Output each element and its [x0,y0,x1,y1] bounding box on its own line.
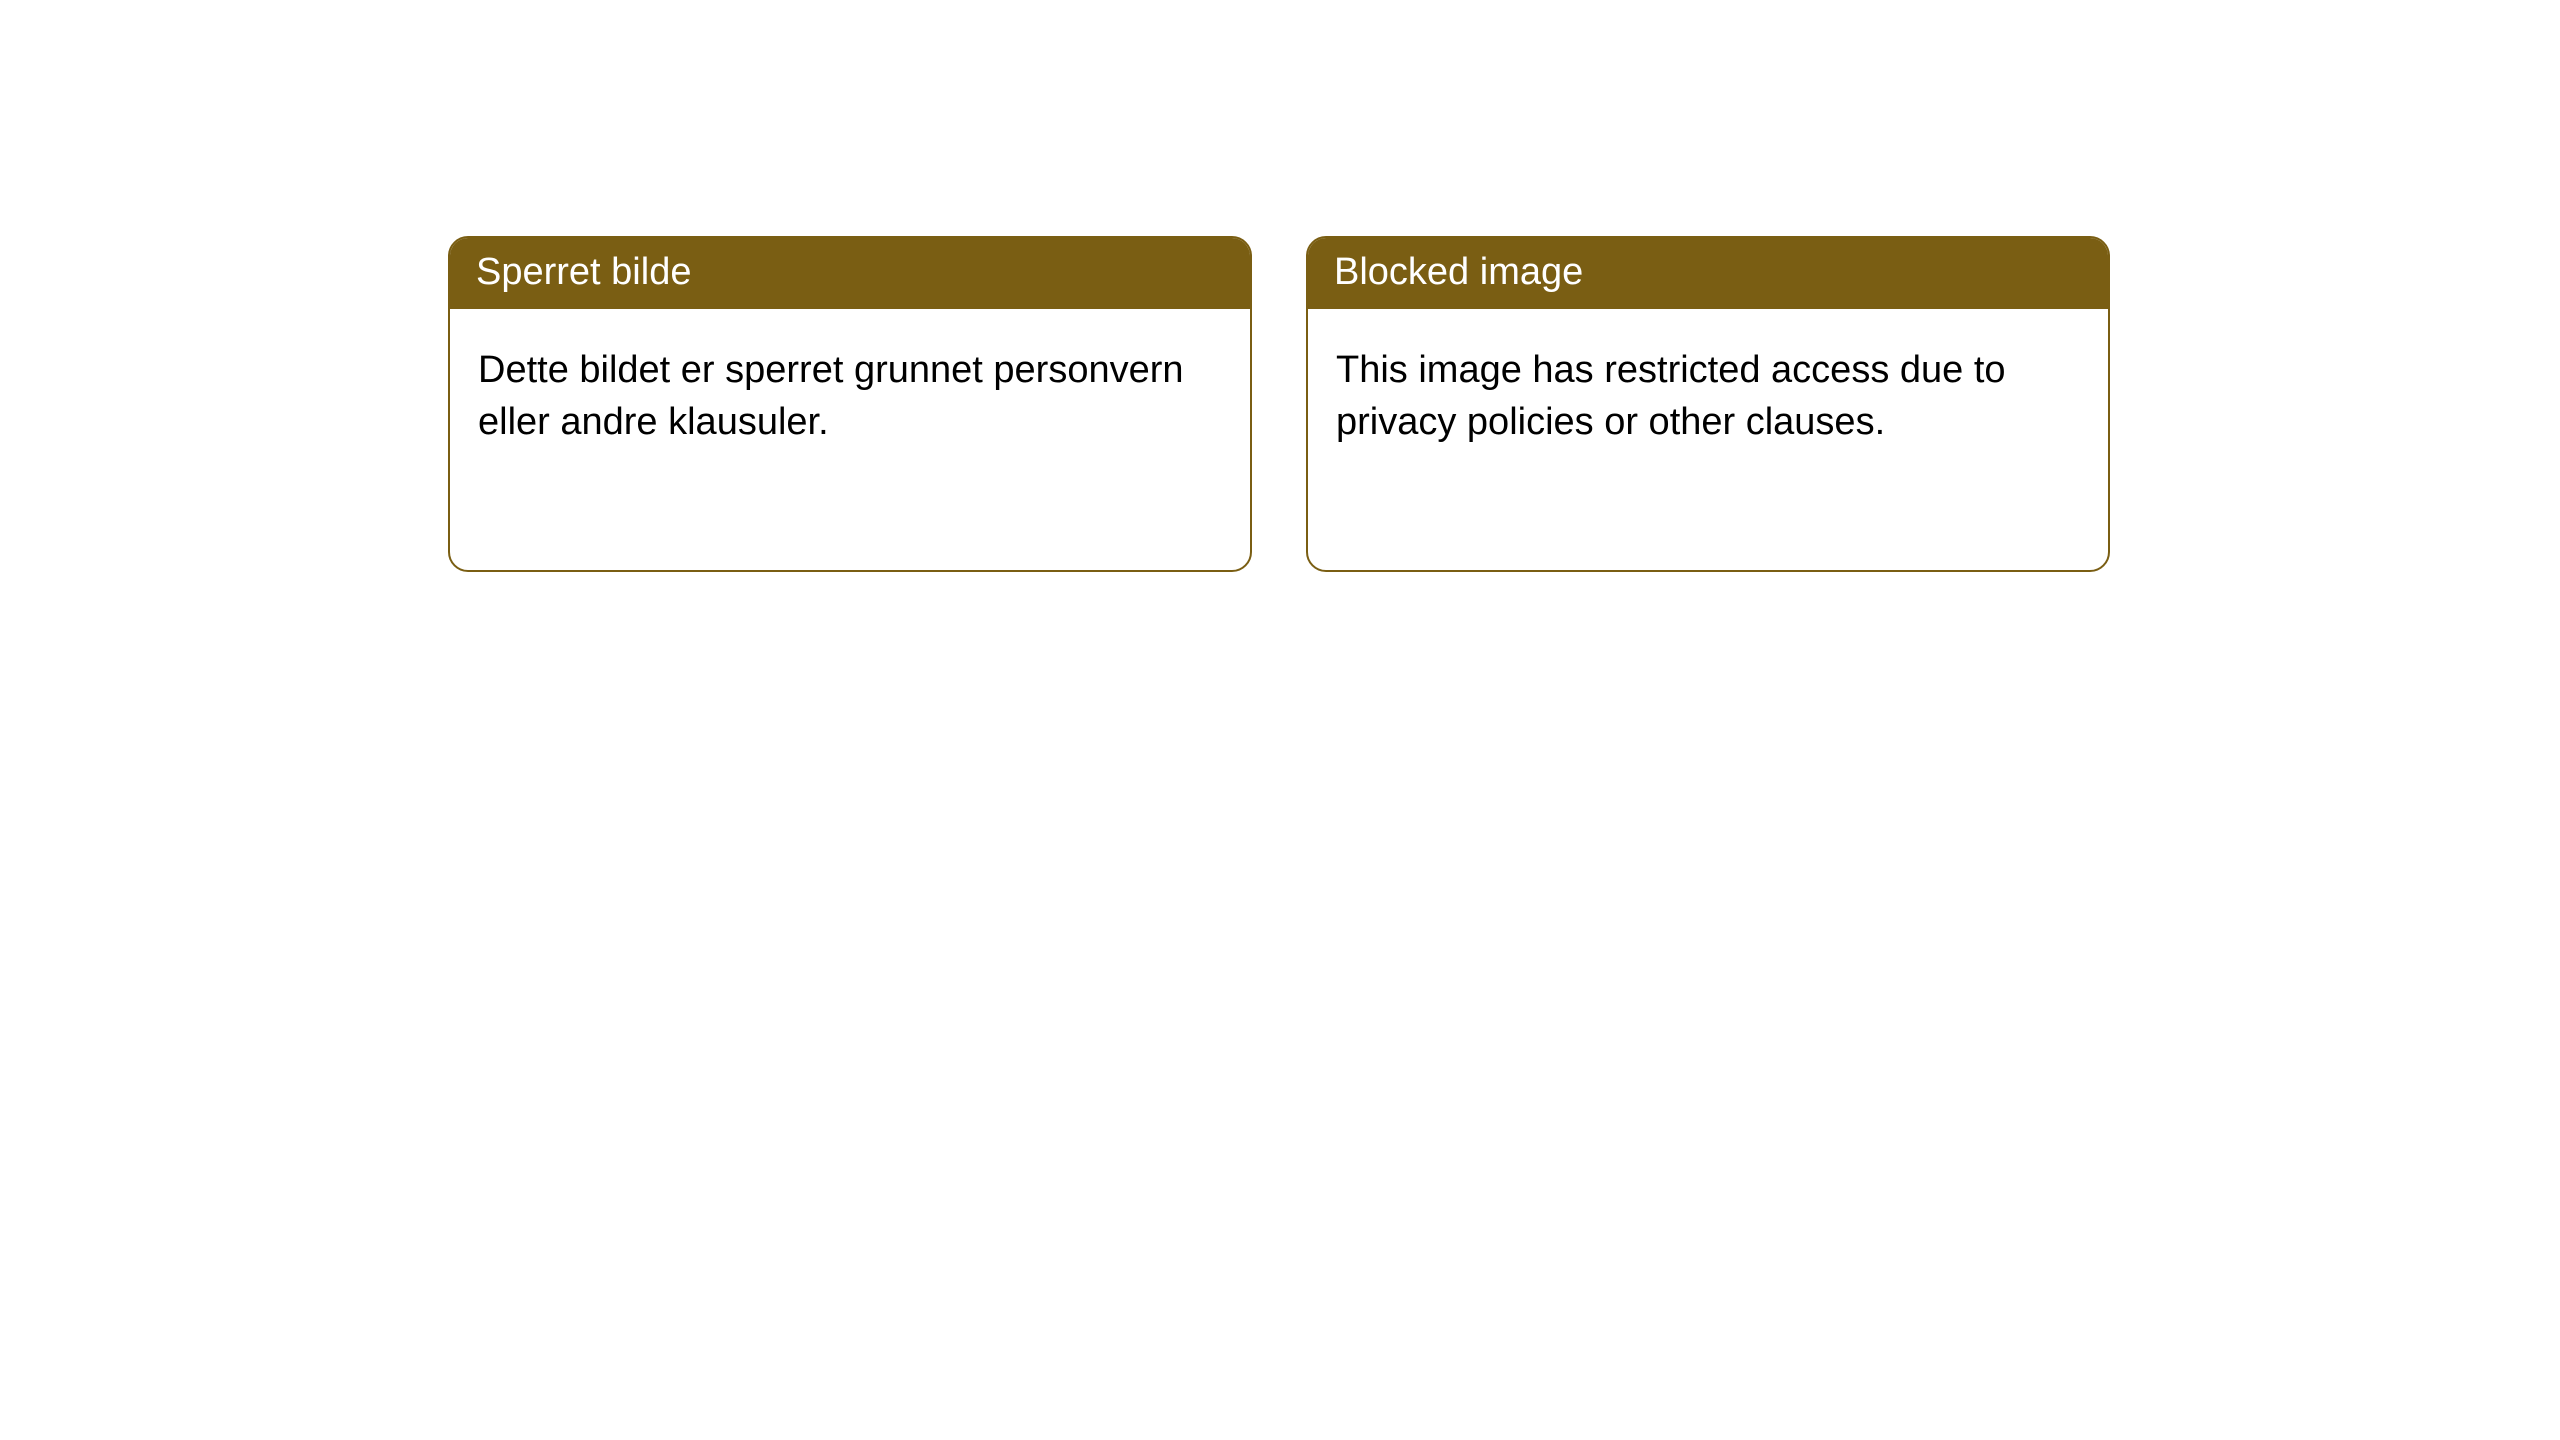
notice-cards-row: Sperret bilde Dette bildet er sperret gr… [0,0,2560,572]
card-message: This image has restricted access due to … [1308,309,2108,484]
notice-card-norwegian: Sperret bilde Dette bildet er sperret gr… [448,236,1252,572]
card-message: Dette bildet er sperret grunnet personve… [450,309,1250,484]
card-title: Sperret bilde [450,238,1250,309]
card-title: Blocked image [1308,238,2108,309]
notice-card-english: Blocked image This image has restricted … [1306,236,2110,572]
